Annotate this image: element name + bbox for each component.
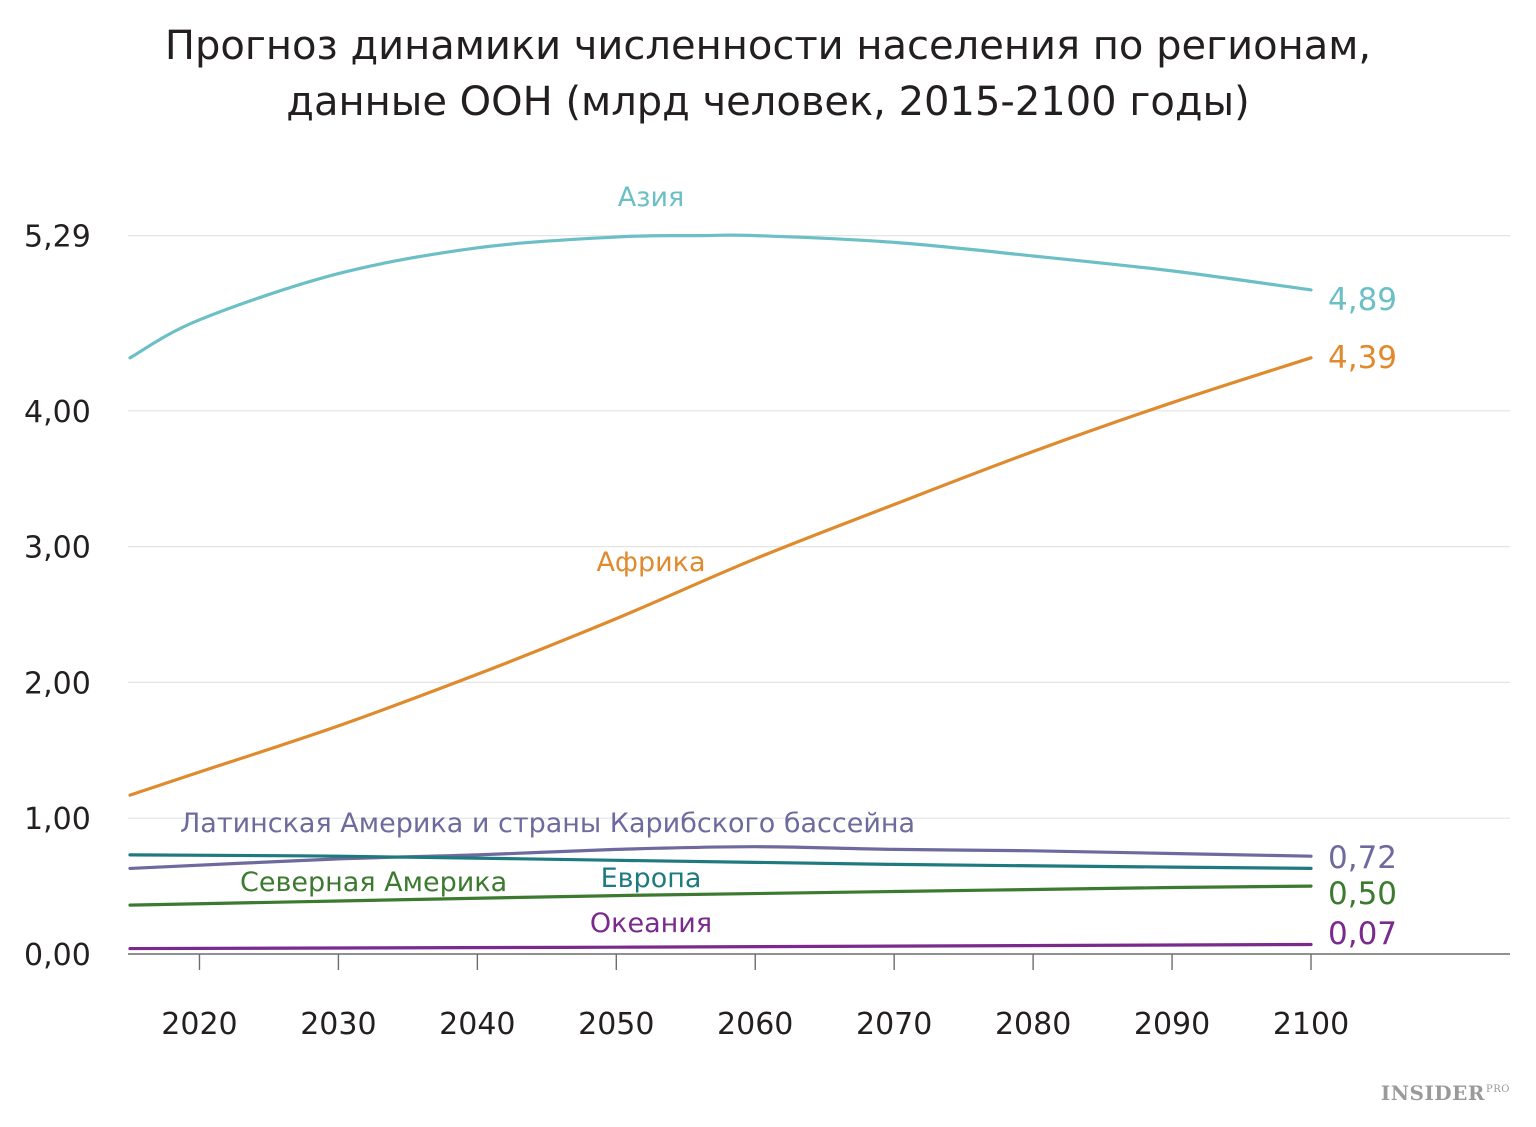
chart-title-line-1: Прогноз динамики численности населения п… bbox=[164, 23, 1372, 69]
series-line bbox=[128, 884, 1313, 907]
series-name-label: Африка bbox=[596, 547, 705, 578]
x-tick-label: 2030 bbox=[300, 1007, 376, 1042]
series-line bbox=[128, 853, 1313, 870]
y-tick-label: 3,00 bbox=[24, 531, 91, 566]
x-tick-label: 2070 bbox=[856, 1007, 932, 1042]
series-line bbox=[128, 233, 1313, 360]
series-end-value-label: 0,72 bbox=[1328, 840, 1397, 876]
y-tick-label: 1,00 bbox=[24, 802, 91, 837]
series-name-label: Северная Америка bbox=[240, 867, 507, 898]
y-tick-label: 0,00 bbox=[24, 938, 91, 973]
series-line bbox=[128, 356, 1313, 797]
series-end-value-label: 4,39 bbox=[1328, 340, 1397, 376]
series-line bbox=[128, 845, 1313, 871]
series-end-value-label: 4,89 bbox=[1328, 282, 1397, 318]
series-line bbox=[128, 942, 1313, 951]
y-tick-label: 4,00 bbox=[24, 395, 91, 430]
brand-name: INSIDER bbox=[1380, 1081, 1486, 1105]
series-name-label: Океания bbox=[590, 908, 712, 939]
brand-logo: INSIDERPRO bbox=[1381, 1081, 1510, 1105]
series-name-label: Европа bbox=[601, 863, 702, 894]
x-tick-label: 2080 bbox=[995, 1007, 1071, 1042]
y-tick-label: 5,29 bbox=[24, 220, 91, 255]
x-tick-label: 2020 bbox=[161, 1007, 237, 1042]
x-tick-label: 2060 bbox=[717, 1007, 793, 1042]
series-name-label: Латинская Америка и страны Карибского ба… bbox=[180, 808, 915, 839]
series-name-label: Азия bbox=[618, 182, 685, 213]
x-tick-label: 2090 bbox=[1134, 1007, 1210, 1042]
series-end-value-label: 0,50 bbox=[1328, 876, 1397, 912]
y-tick-label: 2,00 bbox=[24, 666, 91, 701]
series-end-value-label: 0,07 bbox=[1328, 916, 1397, 952]
x-tick-label: 2040 bbox=[439, 1007, 515, 1042]
x-tick-label: 2050 bbox=[578, 1007, 654, 1042]
chart-title-line-2: данные ООН (млрд человек, 2015-2100 годы… bbox=[286, 79, 1250, 125]
x-tick-label: 2100 bbox=[1273, 1007, 1349, 1042]
chart-title: Прогноз динамики численности населения п… bbox=[0, 18, 1536, 130]
brand-suffix: PRO bbox=[1486, 1084, 1510, 1096]
